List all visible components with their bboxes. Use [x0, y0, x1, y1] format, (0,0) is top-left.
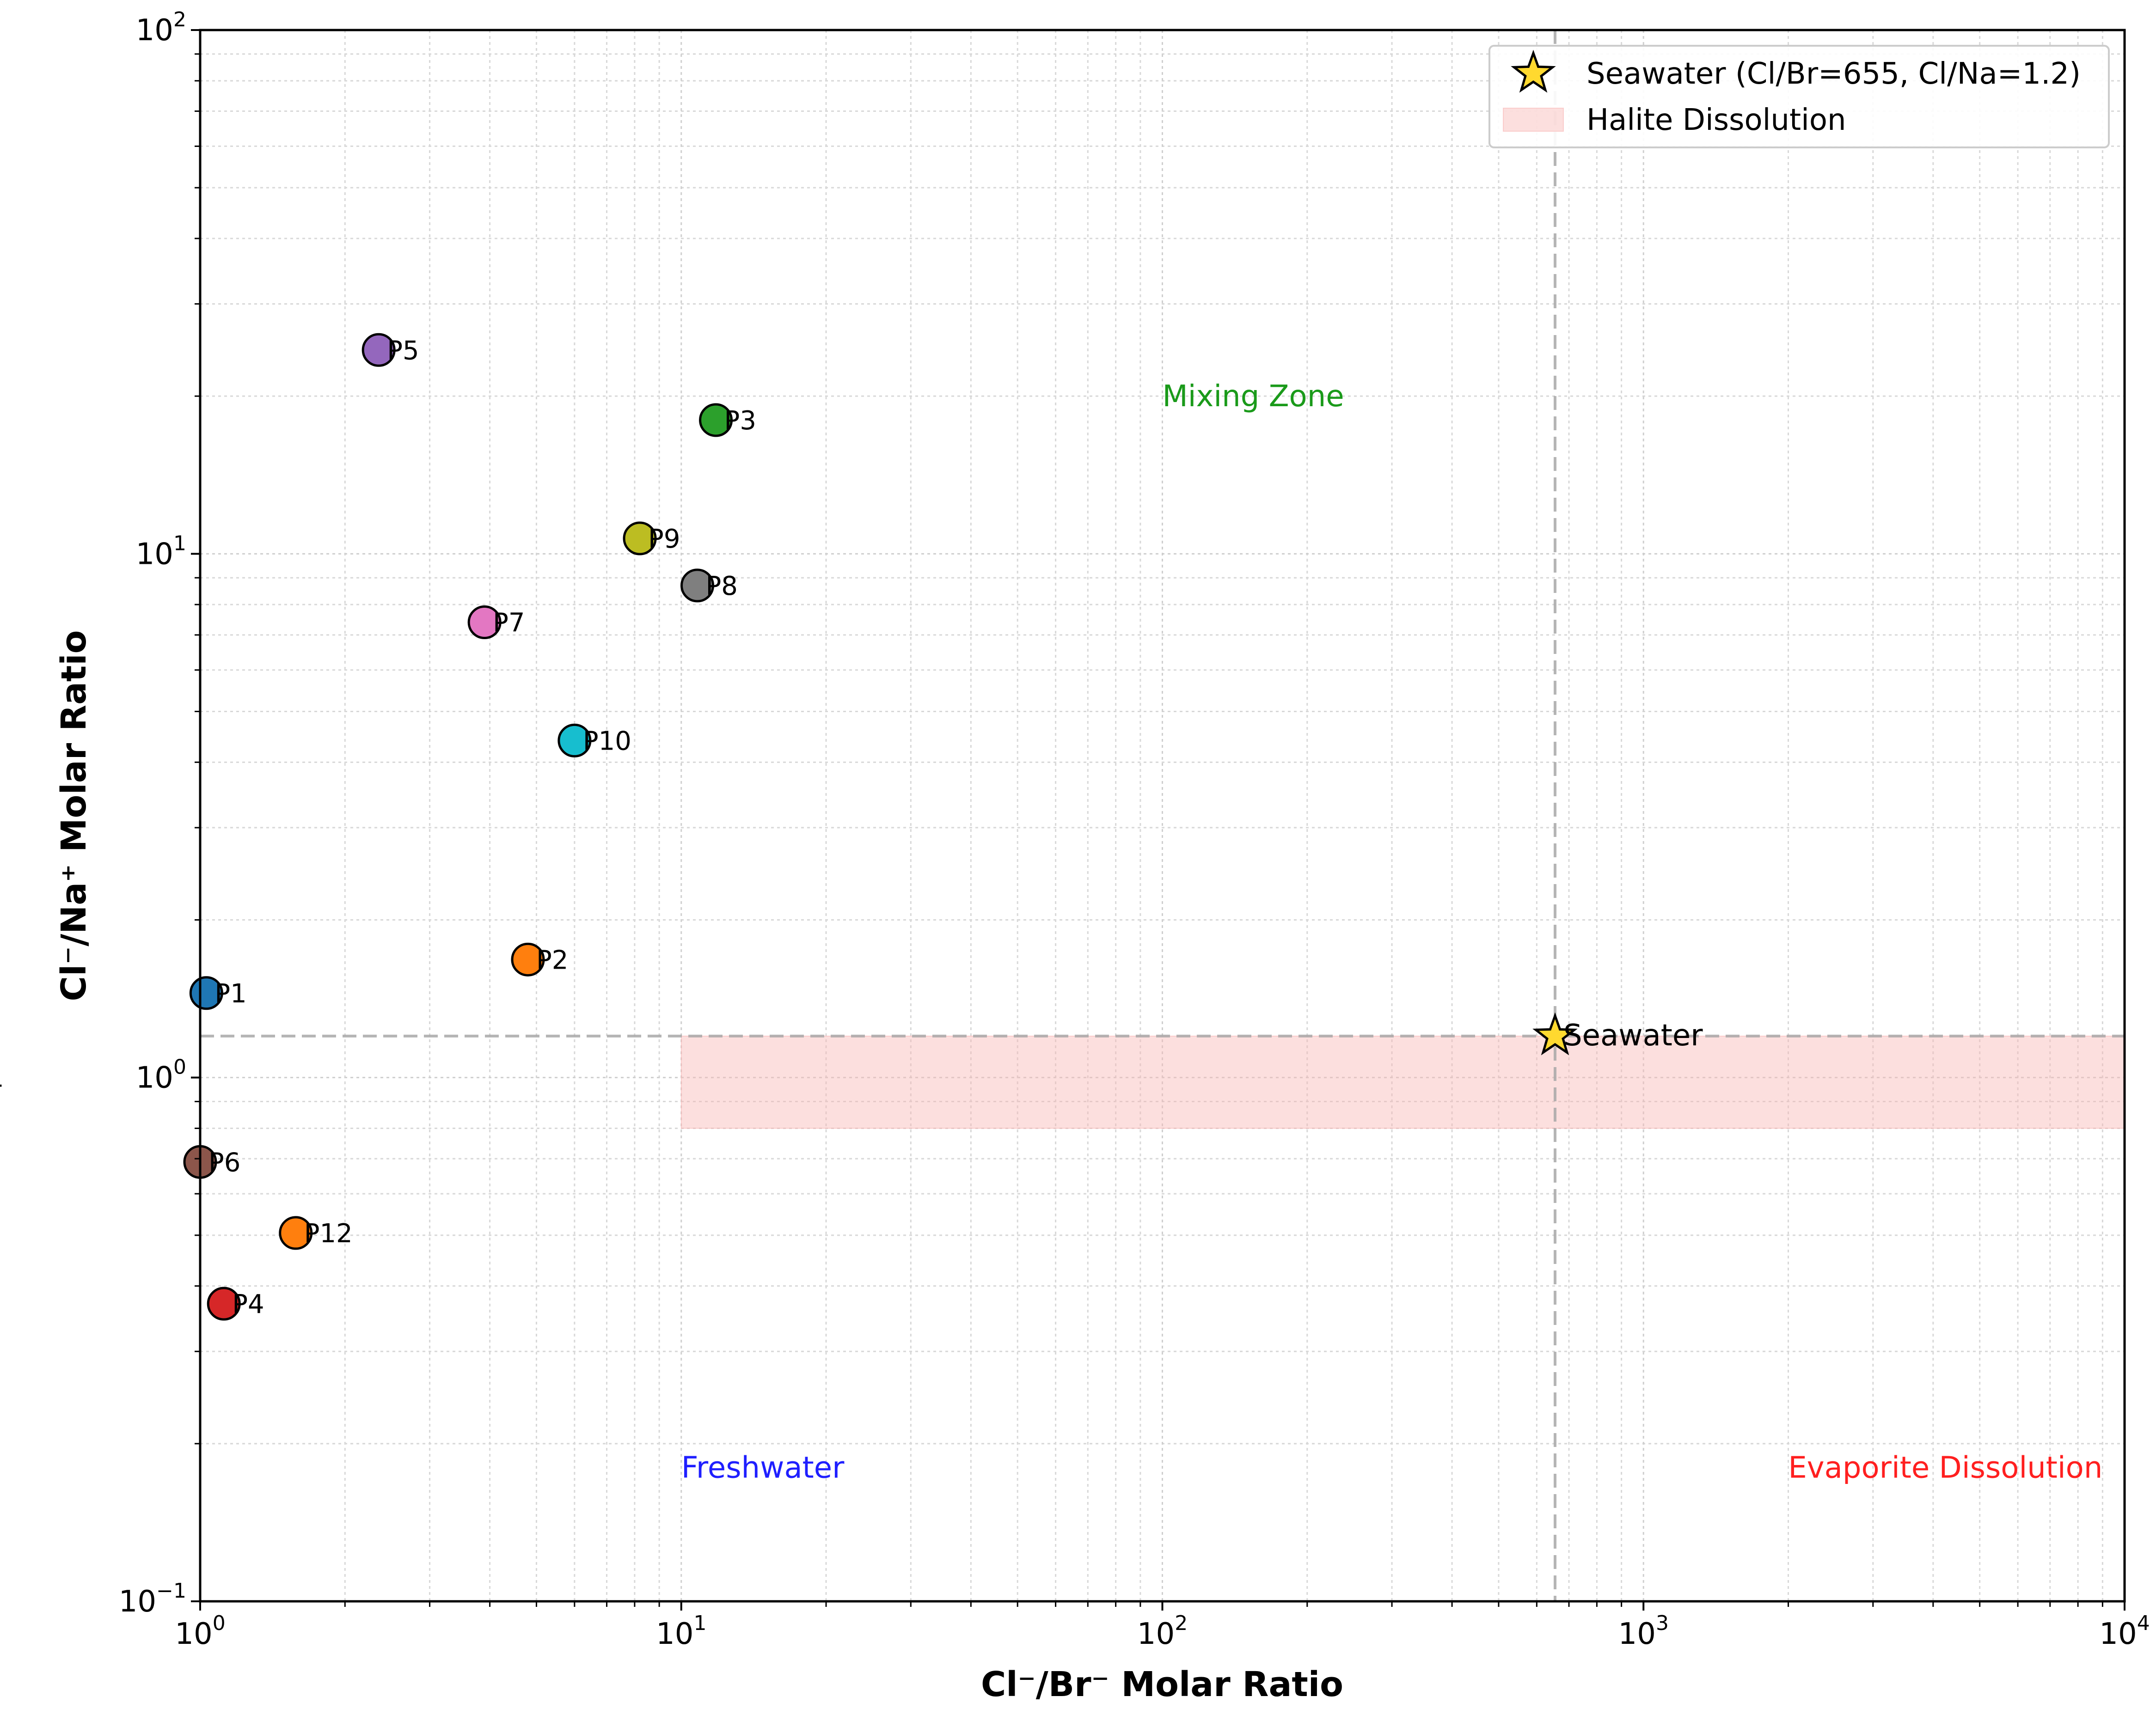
legend: Seawater (Cl/Br=655, Cl/Na=1.2) Halite Di…	[1488, 45, 2110, 148]
y-tick-label: 10−1	[119, 1579, 186, 1619]
legend-entry-label: Seawater (Cl/Br=655, Cl/Na=1.2)	[1586, 57, 2081, 91]
point-label-p12: P12	[304, 1219, 353, 1249]
point-label-p8: P8	[706, 571, 738, 601]
y-axis-label: Cl⁻/Na⁺ Molar Ratio	[54, 630, 94, 1001]
data-points: P1 P2 P3 P4 P5 P6 P7 P8 P9 P10 P12 P11 Seawater	[0, 333, 1703, 1321]
seawater-reference-lines	[200, 30, 2125, 1601]
point-label-p4: P4	[232, 1289, 264, 1319]
x-tick-label: 100	[175, 1611, 225, 1651]
y-tick-label: 102	[136, 8, 186, 48]
region-annotation: Mixing Zone	[1163, 379, 1344, 414]
data-point-p4	[207, 1287, 241, 1321]
point-label-p3: P3	[724, 406, 756, 436]
x-tick-label: 101	[656, 1611, 706, 1651]
data-point-p1	[189, 976, 223, 1010]
point-label-p2: P2	[536, 945, 568, 975]
data-point-p10	[557, 723, 592, 757]
point-label-p6: P6	[208, 1147, 240, 1178]
halite-band-layer	[680, 1035, 2125, 1129]
annotations: Mixing Zone Freshwater Evaporite Dissoluti…	[681, 379, 2103, 1485]
data-point-p5	[361, 333, 396, 367]
data-point-p7	[467, 605, 502, 640]
data-point-p9	[623, 521, 657, 555]
data-point-p3	[699, 403, 733, 437]
y-tick-label: 100	[136, 1056, 186, 1095]
point-label-p11: P11	[0, 1063, 4, 1093]
y-tick-label: 101	[136, 531, 186, 571]
x-tick-label: 102	[1137, 1611, 1188, 1651]
legend-band-swatch	[1503, 108, 1564, 132]
data-point-p8	[680, 568, 715, 603]
point-label-p1: P1	[214, 979, 246, 1009]
point-label-p5: P5	[387, 336, 419, 366]
x-tick-label: 104	[2099, 1611, 2150, 1651]
point-label-p10: P10	[583, 726, 631, 756]
seawater-label: Seawater	[1563, 1019, 1703, 1053]
legend-entry-label: Halite Dissolution	[1586, 103, 1846, 137]
halite-dissolution-band	[680, 1035, 2125, 1129]
region-annotation: Evaporite Dissolution	[1788, 1451, 2102, 1485]
x-tick-label: 103	[1618, 1611, 1669, 1651]
data-point-p2	[511, 942, 545, 977]
point-label-p7: P7	[493, 608, 525, 638]
plot-area	[200, 30, 2125, 1601]
x-axis-label: Cl⁻/Br⁻ Molar Ratio	[981, 1665, 1343, 1704]
region-annotation: Freshwater	[681, 1451, 845, 1485]
point-label-p9: P9	[648, 524, 680, 554]
data-point-p12	[279, 1216, 313, 1250]
seawater-star-marker	[1532, 1012, 1578, 1056]
legend-star-icon	[1511, 49, 1556, 93]
legend-box	[1488, 45, 2110, 148]
